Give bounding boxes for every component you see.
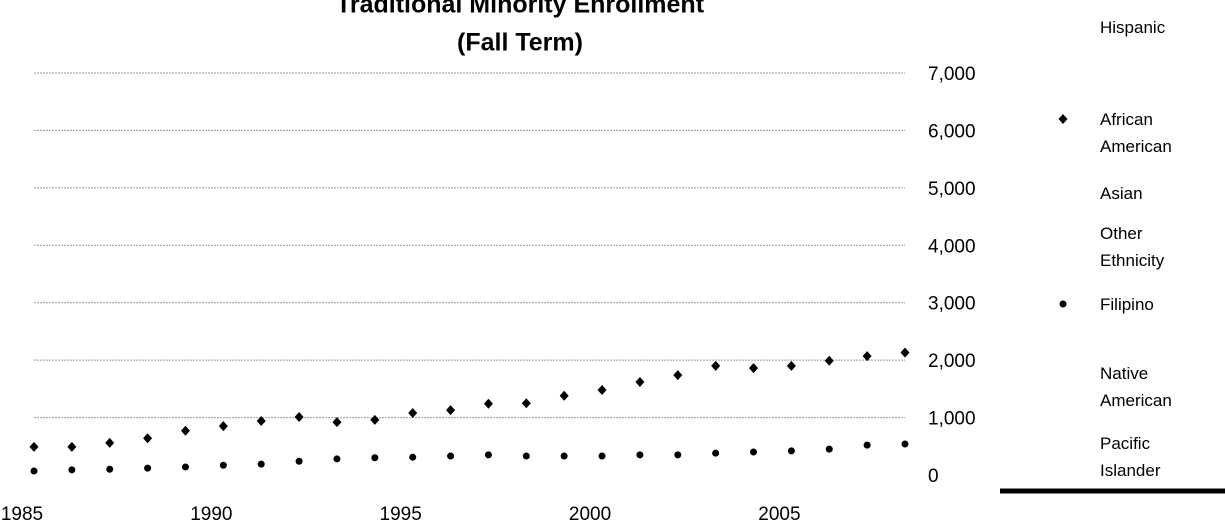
- y-tick-label: 4,000: [928, 236, 976, 257]
- legend-label: Other Ethnicity: [1100, 224, 1165, 270]
- x-tick-label: 1985: [1, 504, 43, 525]
- x-tick-label: 2000: [569, 504, 611, 525]
- data-point: [786, 360, 796, 371]
- data-point: [294, 411, 304, 422]
- data-point: [408, 407, 418, 418]
- data-point: [371, 454, 379, 462]
- data-point: [900, 347, 910, 358]
- x-tick-label: 1995: [380, 504, 422, 525]
- data-point: [522, 452, 530, 460]
- data-point: [447, 452, 455, 460]
- data-point: [750, 448, 758, 456]
- legend-label: Native American: [1100, 364, 1172, 410]
- y-tick-label: 1,000: [928, 409, 976, 430]
- data-point: [674, 451, 682, 459]
- data-point: [409, 453, 417, 461]
- legend-marker: [1059, 300, 1067, 308]
- data-point: [862, 351, 872, 362]
- data-point: [636, 451, 644, 459]
- x-tick-label: 2005: [758, 504, 800, 525]
- data-point: [673, 370, 683, 381]
- legend-label: Asian: [1100, 184, 1143, 203]
- data-point: [295, 457, 303, 465]
- data-point: [749, 363, 759, 374]
- y-tick-label: 6,000: [928, 121, 976, 142]
- data-point: [483, 398, 493, 409]
- data-point: [559, 390, 569, 401]
- data-point: [106, 465, 114, 473]
- y-tick-label: 5,000: [928, 179, 976, 200]
- y-tick-label: 2,000: [928, 351, 976, 372]
- data-point: [711, 360, 721, 371]
- legend-label: Filipino: [1100, 295, 1154, 314]
- data-point: [143, 433, 153, 444]
- data-point: [484, 451, 492, 459]
- legend-marker: [1058, 114, 1068, 124]
- data-point: [219, 461, 227, 469]
- data-point: [446, 405, 456, 416]
- data-point: [181, 463, 189, 471]
- data-point: [105, 437, 115, 448]
- data-point: [825, 445, 833, 453]
- legend-label: Hispanic: [1100, 18, 1166, 37]
- data-point: [180, 425, 190, 436]
- chart-title: Traditional Minority Enrollment: [336, 0, 705, 19]
- data-point: [598, 452, 606, 460]
- legend-label: African American: [1100, 110, 1172, 156]
- data-point: [256, 416, 266, 427]
- x-tick-label: 1990: [190, 504, 232, 525]
- data-point: [560, 452, 568, 460]
- y-tick-label: 0: [928, 466, 939, 487]
- data-point: [824, 355, 834, 366]
- data-point: [332, 417, 342, 428]
- data-point: [257, 460, 265, 468]
- data-point: [29, 441, 39, 452]
- data-point: [370, 414, 380, 425]
- data-point: [863, 441, 871, 449]
- data-point: [333, 455, 341, 463]
- data-point: [144, 464, 152, 472]
- data-point: [30, 467, 38, 475]
- chart-subtitle: (Fall Term): [457, 29, 583, 57]
- data-point: [597, 385, 607, 396]
- data-point: [67, 441, 77, 452]
- data-point: [901, 440, 909, 448]
- legend-label: Pacific Islander: [1100, 434, 1161, 480]
- data-point: [712, 449, 720, 457]
- data-point: [68, 466, 76, 474]
- data-point: [218, 421, 228, 432]
- data-point: [521, 398, 531, 409]
- y-tick-label: 7,000: [928, 64, 976, 85]
- y-tick-label: 3,000: [928, 294, 976, 315]
- data-point: [787, 447, 795, 455]
- data-point: [635, 376, 645, 387]
